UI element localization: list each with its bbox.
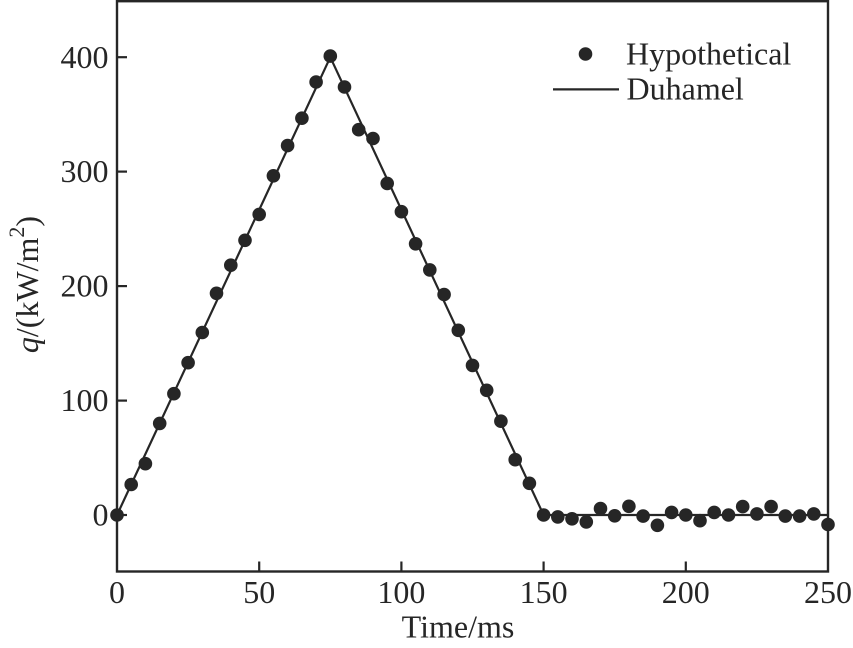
svg-text:250: 250: [804, 574, 852, 610]
svg-text:400: 400: [61, 39, 109, 75]
svg-text:0: 0: [93, 497, 109, 533]
svg-text:200: 200: [61, 268, 109, 304]
svg-text:50: 50: [243, 574, 275, 610]
svg-text:0: 0: [109, 574, 125, 610]
svg-text:Hypothetical: Hypothetical: [626, 36, 791, 72]
svg-text:200: 200: [662, 574, 710, 610]
svg-text:300: 300: [61, 153, 109, 189]
svg-text:100: 100: [377, 574, 425, 610]
svg-text:Time/ms: Time/ms: [402, 609, 515, 645]
svg-text:150: 150: [520, 574, 568, 610]
svg-text:q/(kW/m2): q/(kW/m2): [4, 216, 45, 353]
svg-text:Duhamel: Duhamel: [627, 71, 744, 107]
svg-text:100: 100: [61, 382, 109, 418]
